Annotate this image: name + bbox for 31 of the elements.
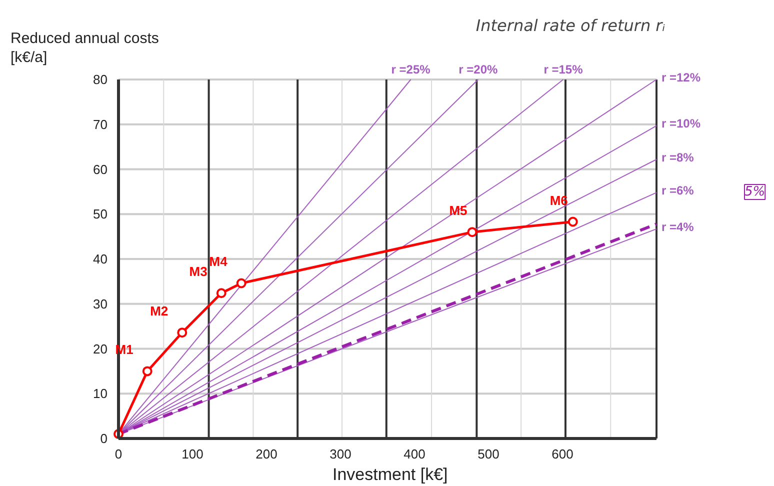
annotation: M4 [209,254,228,270]
x-tick-label: 300 [330,446,352,462]
y-tick-label: 40 [93,252,108,266]
annotation: M2 [150,304,168,319]
series-label: r =6% [662,184,694,198]
y-tick-label: 0 [100,431,108,446]
x-tick-label: 0 [114,446,122,462]
y-tick-label: 30 [93,296,108,312]
y-tick-label: 50 [93,206,108,222]
series-label: r =15% [544,62,584,76]
x-tick-label: 500 [478,446,500,462]
x-axis-title: Investment [k€] [332,465,448,484]
series-label: r =8% [662,150,694,164]
text: 5% [744,184,766,200]
x-tick-label: 600 [552,446,574,462]
y-tick-label: 10 [93,386,108,402]
series-label: r =10% [662,116,701,131]
y-tick-label: 60 [93,162,108,177]
annotation: M3 [189,264,208,280]
y-tick-label: 80 [93,72,108,87]
chart-title: Internal rate of return rᵢ [476,16,666,35]
y-tick-label: 20 [93,341,108,356]
x-tick-label: 400 [404,446,426,462]
x-tick-label: 100 [182,446,204,462]
y-axis-title: Reduced annual costs [k€/a] [10,30,159,66]
y-tick-label: 70 [93,116,108,132]
x-tick-label: 200 [256,446,278,462]
series-label: r =12% [662,70,701,84]
series-label: r =20% [458,62,498,76]
series-label: r =25% [391,62,431,76]
series-label: r =4% [662,220,694,234]
